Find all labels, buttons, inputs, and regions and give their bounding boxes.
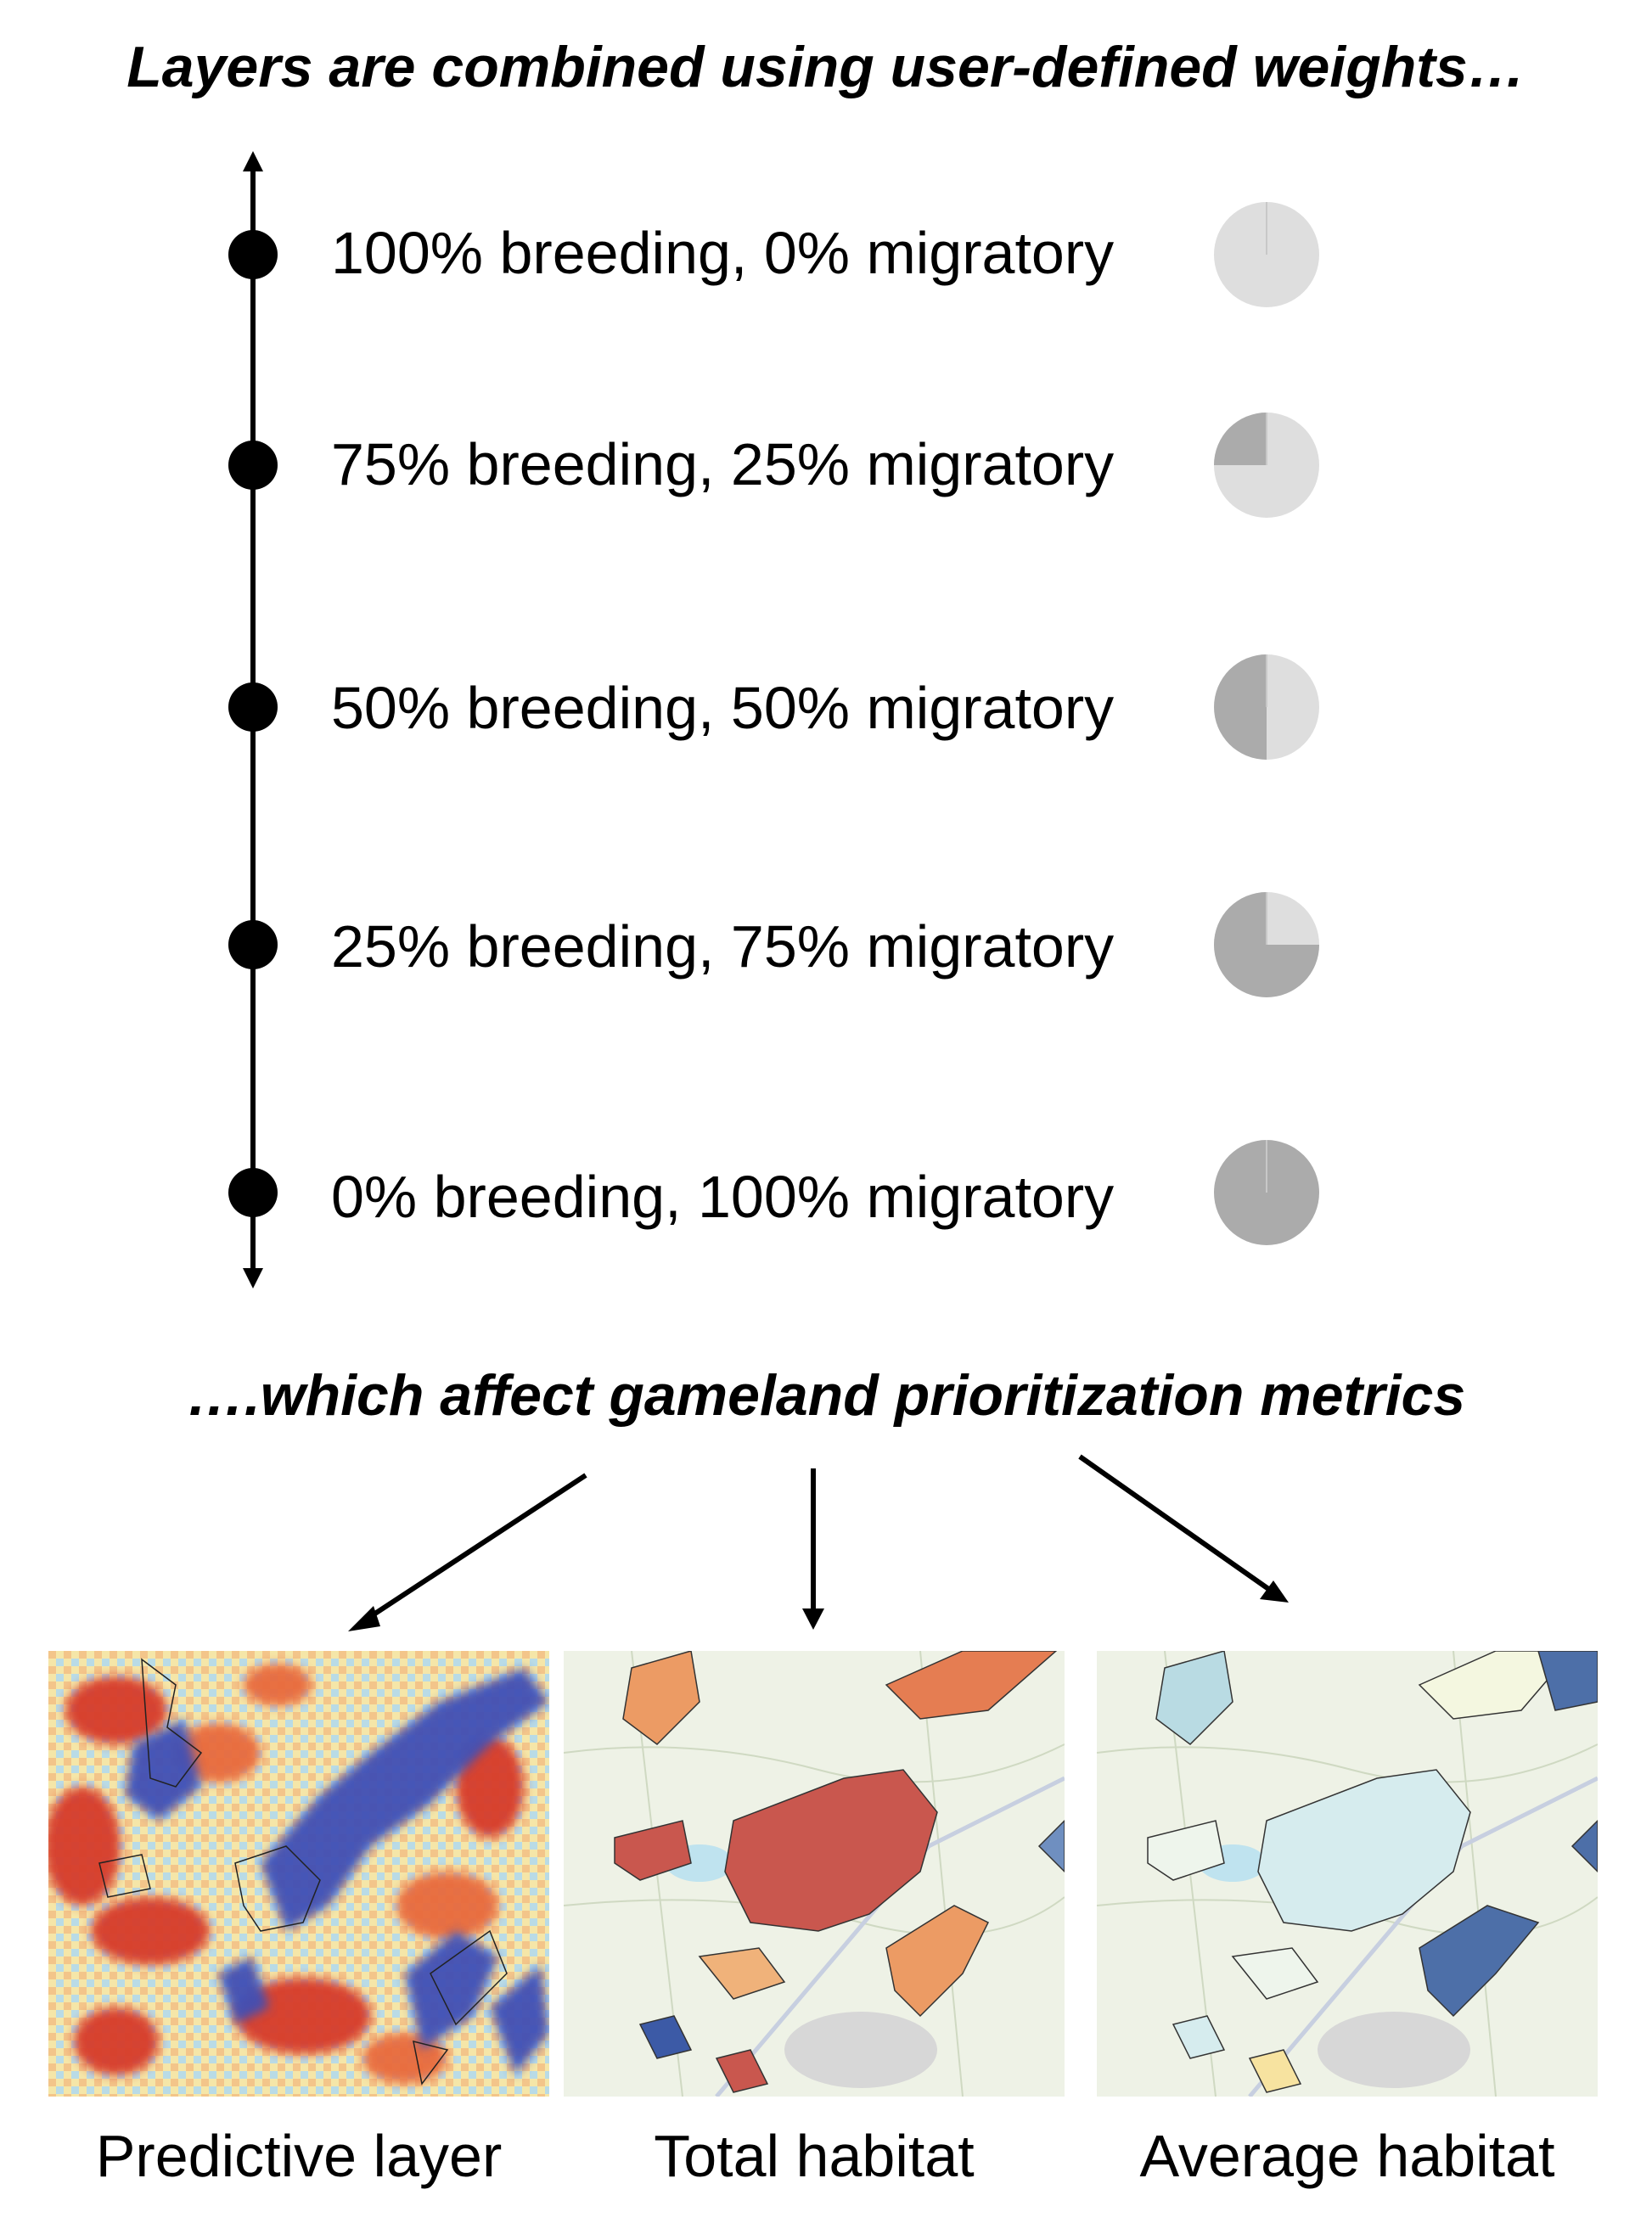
weight-pie-1 [1214,413,1319,518]
scale-point-1 [228,441,278,490]
arrow-to-average-habitat [1078,1454,1275,1595]
arrowhead-center-icon [802,1608,824,1630]
weight-pie-4 [1214,1140,1319,1245]
weight-label-1: 75% breeding, 25% migratory [331,431,1115,497]
scale-point-3 [228,920,278,969]
heatmap-map-icon [48,1651,549,2097]
weight-pie-0 [1214,202,1319,307]
scale-point-2 [228,682,278,732]
average-habitat-map [1097,1651,1598,2097]
arrowhead-left-icon [348,1606,380,1631]
axis-arrow-down-icon [243,1268,263,1288]
weight-scale-axis [228,151,1319,1288]
scale-point-4 [228,1168,278,1217]
arrow-to-predictive-layer [359,1473,587,1625]
weight-pie-3 [1214,892,1319,997]
weight-label-0: 100% breeding, 0% migratory [331,220,1115,286]
caption-predictive-layer: Predictive layer [95,2123,503,2189]
arrowhead-right-icon [1260,1580,1289,1603]
total-habitat-map [564,1651,1065,2097]
habitat-map-icon [564,1651,1065,2097]
pie-slice-migratory [1214,413,1267,465]
weight-label-3: 25% breeding, 75% migratory [331,913,1115,980]
predictive-layer-map [48,1651,549,2097]
caption-total-habitat: Total habitat [654,2123,975,2189]
top-heading: Layers are combined using user-defined w… [126,35,1526,99]
pie-slice-migratory [1214,654,1267,760]
weight-label-4: 0% breeding, 100% migratory [331,1164,1115,1230]
habitat-map-icon [1097,1651,1598,2097]
axis-arrow-up-icon [243,151,263,171]
scale-point-0 [228,230,278,279]
caption-average-habitat: Average habitat [1139,2123,1555,2189]
middle-heading: ….which affect gameland prioritization m… [186,1363,1466,1428]
weight-pie-2 [1214,654,1319,760]
weight-label-2: 50% breeding, 50% migratory [331,675,1115,741]
